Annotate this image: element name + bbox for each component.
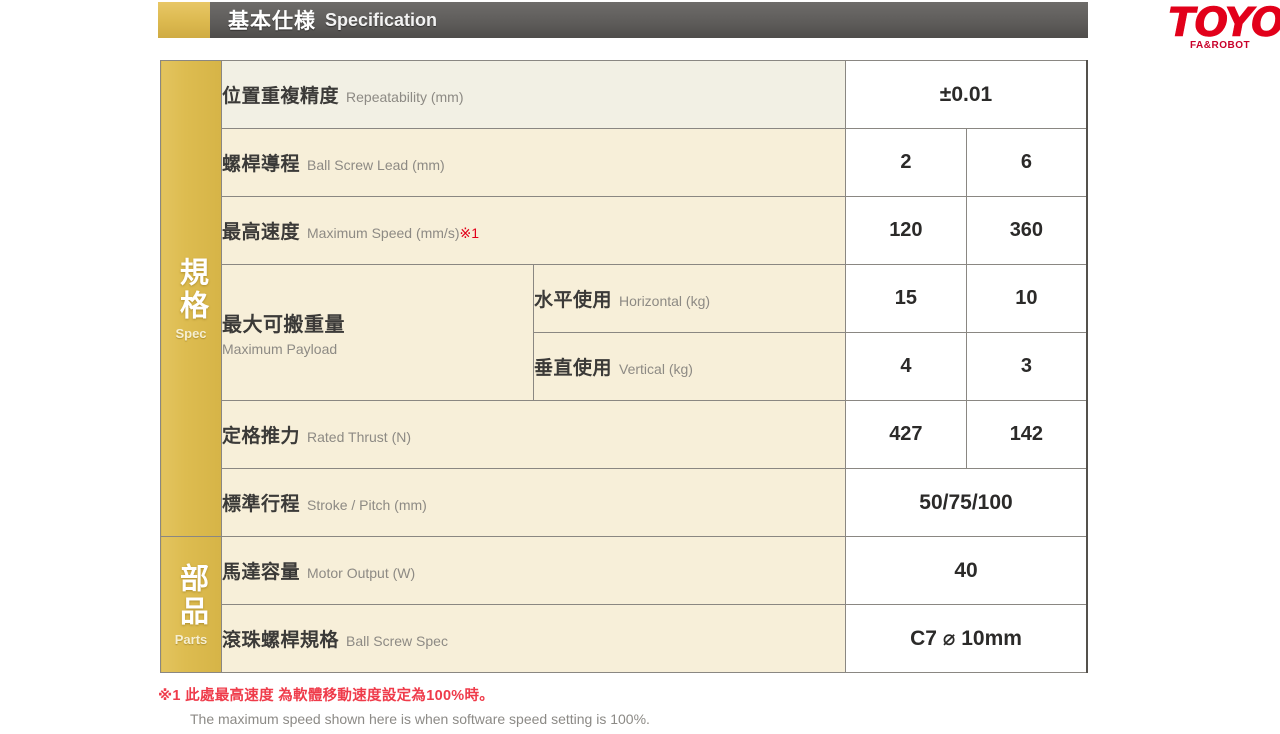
row-label-zh: 標準行程 bbox=[222, 494, 301, 515]
row-label-zh: 最大可搬重量 bbox=[222, 314, 345, 336]
group-label-parts-en: Parts bbox=[174, 632, 208, 647]
header-title-zh: 基本仕様 bbox=[228, 10, 316, 33]
row-sublabel-zh: 水平使用 bbox=[534, 290, 613, 311]
header-accent-swatch bbox=[158, 2, 210, 38]
row-label-en: Ball Screw Spec bbox=[346, 633, 448, 649]
row-value-vertical-b: 3 bbox=[965, 332, 1088, 401]
row-label-en: Motor Output (W) bbox=[307, 565, 416, 581]
row-label-zh: 螺桿導程 bbox=[222, 154, 301, 175]
row-label-maximum-speed: 最高速度 Maximum Speed (mm/s)※1 bbox=[221, 196, 846, 265]
table-row: 規格 Spec 位置重複精度 Repeatability (mm) ±0.01 bbox=[160, 60, 1088, 537]
row-label-repeatability: 位置重複精度 Repeatability (mm) bbox=[221, 60, 846, 129]
row-value-horizontal-b: 10 bbox=[965, 264, 1088, 333]
table-row: 最高速度 Maximum Speed (mm/s)※1 120 360 bbox=[161, 196, 1088, 265]
row-sublabel-en: Horizontal (kg) bbox=[619, 293, 711, 309]
table-row: 定格推力 Rated Thrust (N) 427 142 bbox=[161, 400, 1088, 469]
row-value-maximum-speed-a: 120 bbox=[845, 196, 967, 265]
row-value-horizontal-a: 15 bbox=[845, 264, 967, 333]
row-label-zh: 最高速度 bbox=[222, 222, 301, 243]
table-row: 滾珠螺桿規格 Ball Screw Spec C7 ⌀ 10mm bbox=[161, 604, 1088, 673]
row-value-ball-screw-lead-a: 2 bbox=[845, 128, 967, 197]
footnote-zh: ※1 此處最高速度 為軟體移動速度設定為100%時。 bbox=[158, 688, 495, 704]
specification-table: 規格 Spec 位置重複精度 Repeatability (mm) ±0.01 螺… bbox=[160, 60, 1088, 673]
row-label-en: Maximum Payload bbox=[222, 341, 338, 357]
table-row: 垂直使用 Vertical (kg) 4 3 bbox=[161, 332, 1088, 401]
row-label-zh: 馬達容量 bbox=[222, 562, 301, 583]
row-label-rated-thrust: 定格推力 Rated Thrust (N) bbox=[221, 400, 846, 469]
row-value-vertical-a: 4 bbox=[845, 332, 967, 401]
row-label-motor-output: 馬達容量 Motor Output (W) bbox=[221, 536, 846, 605]
footnote-marker: ※1 bbox=[459, 225, 480, 241]
row-value-maximum-speed-b: 360 bbox=[965, 196, 1088, 265]
row-label-ball-screw-spec: 滾珠螺桿規格 Ball Screw Spec bbox=[221, 604, 846, 673]
row-value-rated-thrust-a: 427 bbox=[845, 400, 967, 469]
table-row: 部品 Parts 馬達容量 Motor Output (W) 40 bbox=[160, 536, 1088, 673]
section-header: 基本仕様 Specification bbox=[158, 2, 1088, 38]
group-label-parts: 部品 Parts bbox=[160, 536, 222, 673]
logo-wordmark: TOYO bbox=[1168, 4, 1280, 46]
group-label-parts-zh: 部品 bbox=[175, 563, 208, 629]
row-label-maximum-payload: 最大可搬重量 Maximum Payload bbox=[221, 264, 534, 401]
row-sublabel-horizontal: 水平使用 Horizontal (kg) bbox=[533, 264, 846, 333]
group-label-spec: 規格 Spec bbox=[160, 60, 222, 537]
row-value-stroke-pitch: 50/75/100 bbox=[845, 468, 1088, 537]
row-value-ball-screw-spec: C7 ⌀ 10mm bbox=[845, 604, 1088, 673]
row-label-zh: 定格推力 bbox=[222, 426, 301, 447]
group-label-spec-en: Spec bbox=[175, 326, 207, 341]
row-label-en: Repeatability (mm) bbox=[346, 89, 464, 105]
row-sublabel-en: Vertical (kg) bbox=[619, 361, 693, 377]
table-row: 螺桿導程 Ball Screw Lead (mm) 2 6 bbox=[161, 128, 1088, 197]
row-sublabel-vertical: 垂直使用 Vertical (kg) bbox=[533, 332, 846, 401]
footnote-en: The maximum speed shown here is when sof… bbox=[190, 711, 650, 727]
row-label-zh: 滾珠螺桿規格 bbox=[222, 630, 340, 651]
header-title-en: Specification bbox=[325, 9, 438, 30]
row-value-rated-thrust-b: 142 bbox=[965, 400, 1088, 469]
row-value-motor-output: 40 bbox=[845, 536, 1088, 605]
row-value-ball-screw-lead-b: 6 bbox=[965, 128, 1088, 197]
footnotes: ※1 此處最高速度 為軟體移動速度設定為100%時。 The maximum s… bbox=[158, 684, 958, 727]
row-label-stroke-pitch: 標準行程 Stroke / Pitch (mm) bbox=[221, 468, 846, 537]
header-title-bar: 基本仕様 Specification bbox=[210, 2, 1088, 38]
row-label-en: Stroke / Pitch (mm) bbox=[307, 497, 427, 513]
row-value-repeatability: ±0.01 bbox=[845, 60, 1088, 129]
row-label-ball-screw-lead: 螺桿導程 Ball Screw Lead (mm) bbox=[221, 128, 846, 197]
table-row: 最大可搬重量 Maximum Payload 水平使用 Horizontal (k… bbox=[161, 264, 1088, 401]
logo-tagline: FA&ROBOT bbox=[1190, 40, 1251, 51]
row-sublabel-zh: 垂直使用 bbox=[534, 358, 613, 379]
table-row: 標準行程 Stroke / Pitch (mm) 50/75/100 bbox=[161, 468, 1088, 537]
row-label-en: Ball Screw Lead (mm) bbox=[307, 157, 445, 173]
toyo-logo: TOYO FA&ROBOT bbox=[1168, 4, 1280, 56]
row-label-en: Rated Thrust (N) bbox=[307, 429, 412, 445]
row-label-en: Maximum Speed (mm/s) bbox=[307, 225, 460, 241]
group-label-spec-zh: 規格 bbox=[175, 257, 208, 323]
row-label-zh: 位置重複精度 bbox=[222, 86, 340, 107]
